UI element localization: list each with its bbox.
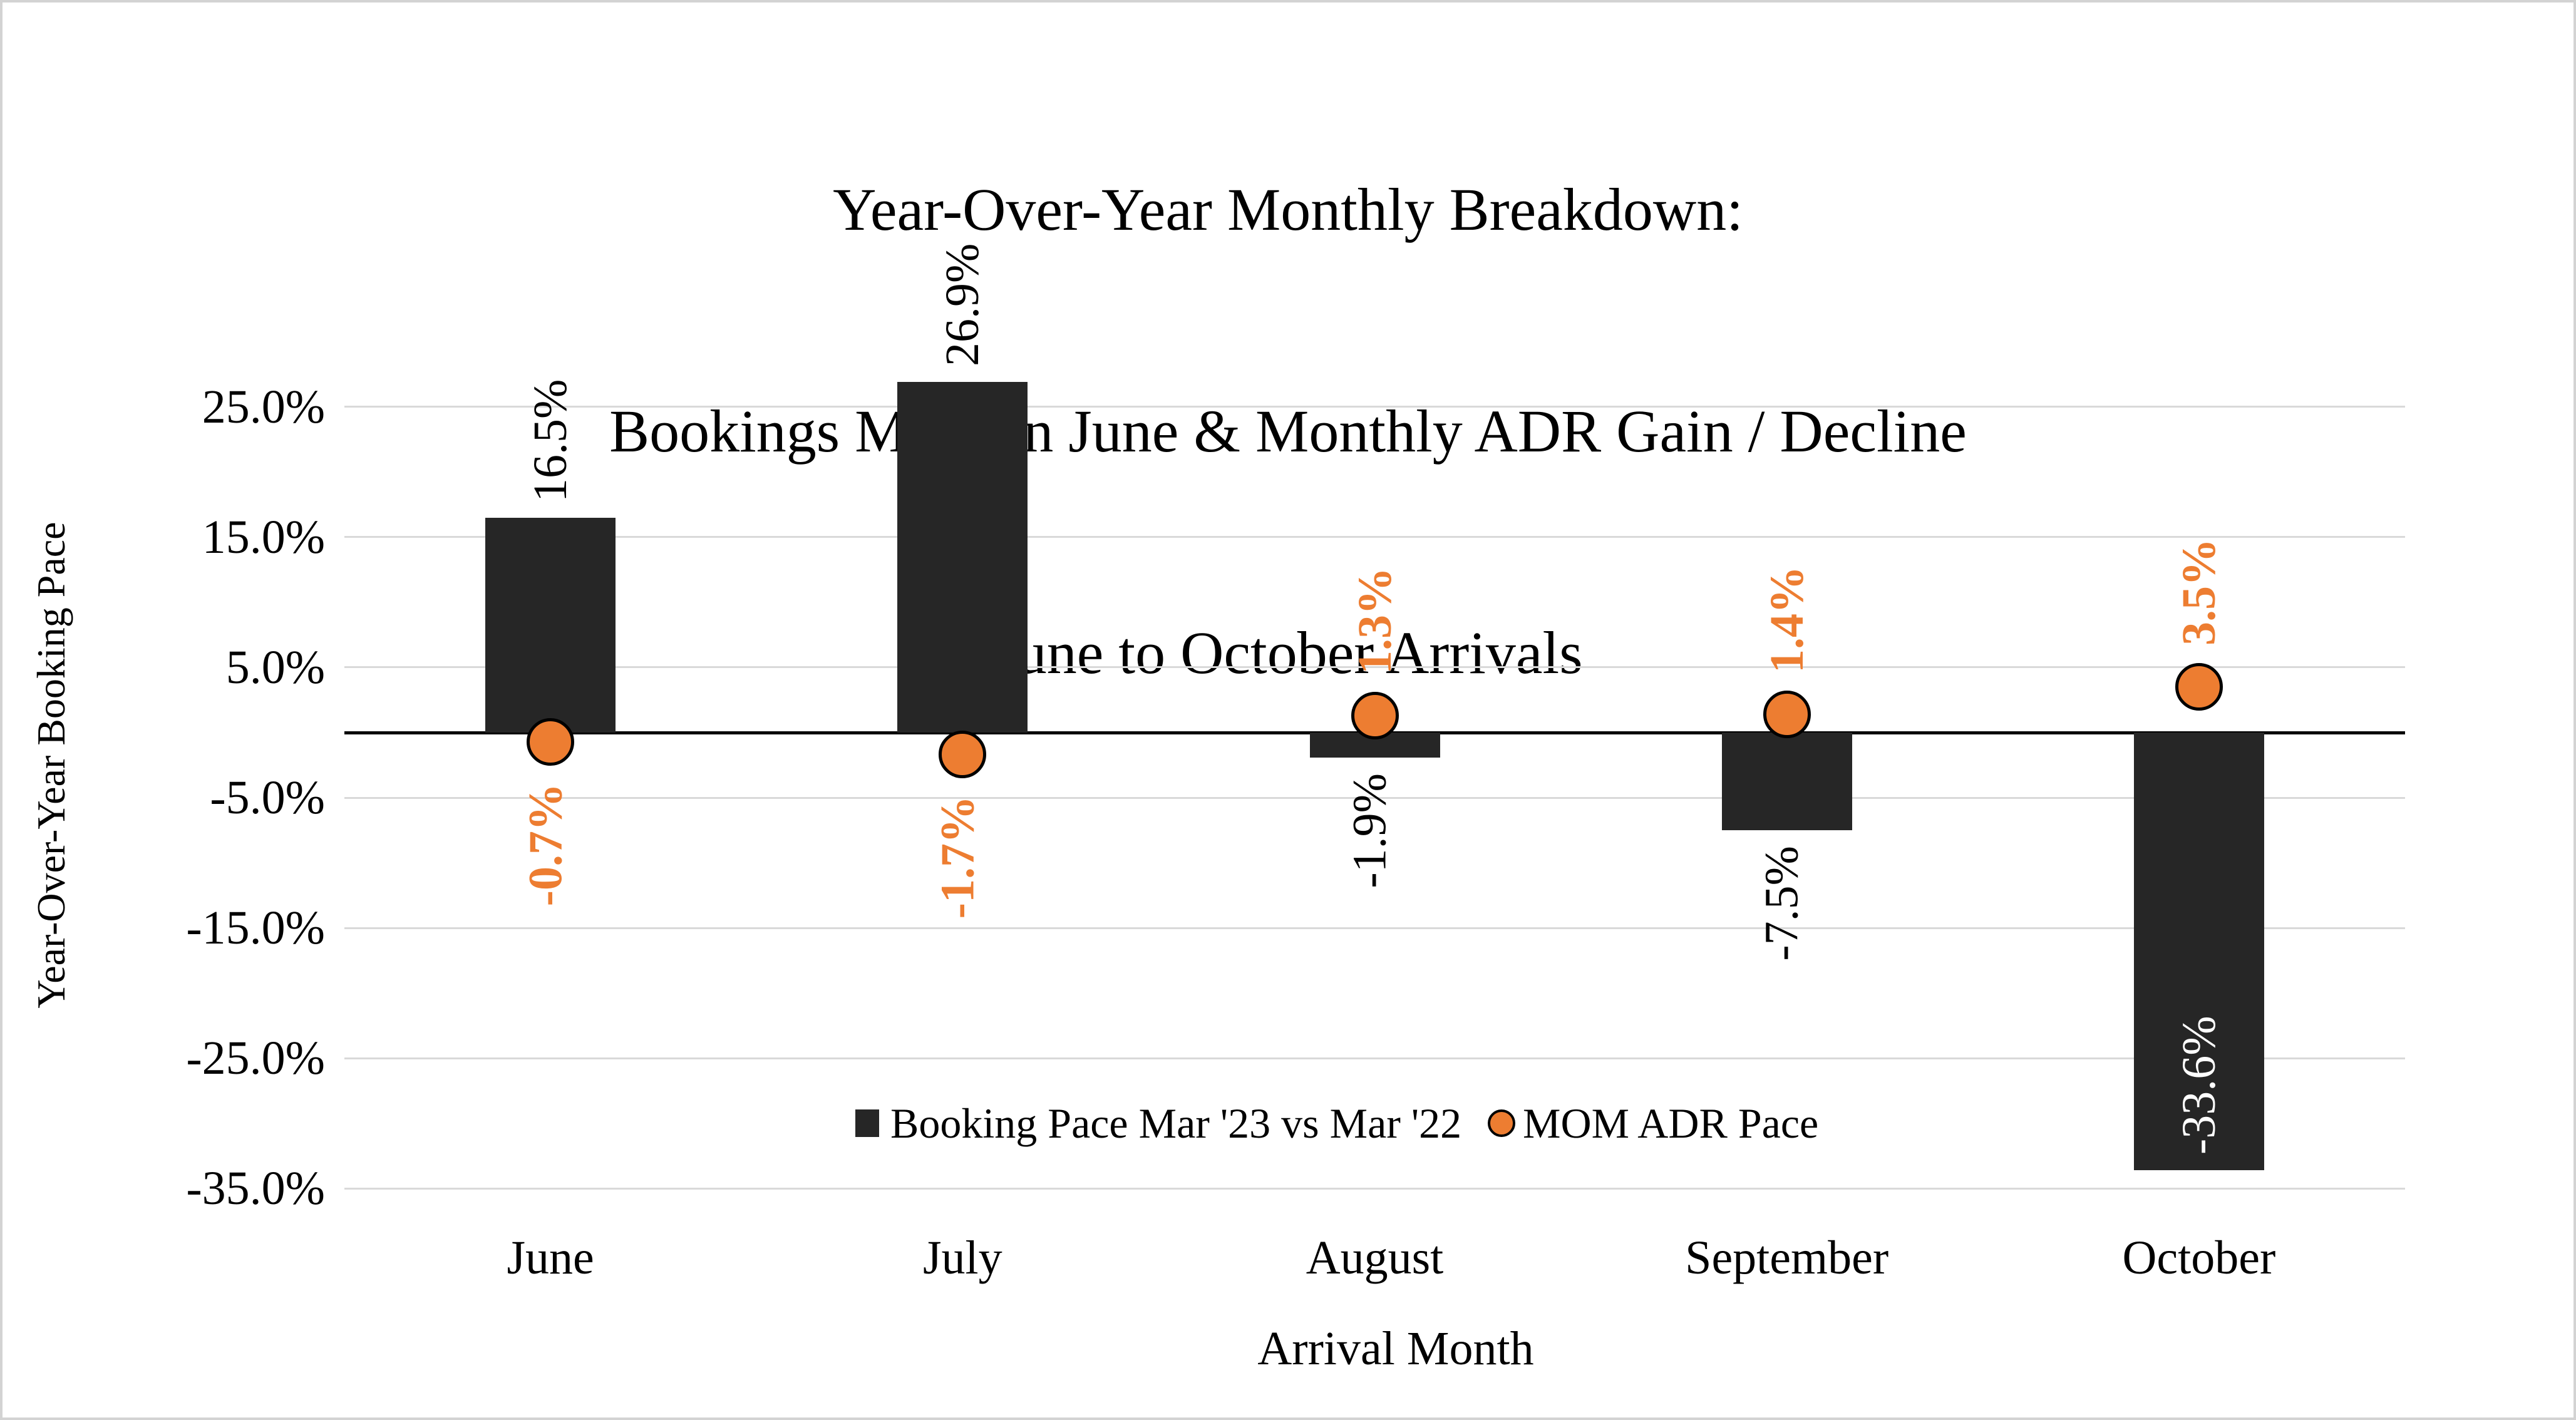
x-tick-label: July xyxy=(922,1232,1002,1284)
bar xyxy=(485,517,616,733)
chart-title-line1: Year-Over-Year Monthly Breakdown: xyxy=(833,176,1743,243)
legend-dot-swatch-icon xyxy=(1488,1109,1515,1137)
adr-dot xyxy=(1763,690,1811,738)
x-tick-label: September xyxy=(1685,1232,1889,1284)
bar-value-label: 26.9% xyxy=(936,243,989,367)
y-tick-label: -15.0% xyxy=(186,902,325,955)
adr-value-label: -1.7% xyxy=(931,796,984,919)
y-tick-label: -25.0% xyxy=(186,1032,325,1085)
adr-value-label: 1.4% xyxy=(1760,565,1813,673)
y-tick-label: -5.0% xyxy=(210,771,325,825)
gridline xyxy=(344,1057,2405,1059)
gridline xyxy=(344,927,2405,929)
gridline xyxy=(344,666,2405,669)
bar-value-label: 16.5% xyxy=(524,379,577,502)
x-tick-label: August xyxy=(1306,1232,1444,1284)
x-tick-label: October xyxy=(2122,1232,2276,1284)
adr-dot xyxy=(2175,663,2223,711)
x-tick-label: June xyxy=(507,1232,594,1284)
gridline xyxy=(344,1187,2405,1190)
bar xyxy=(897,382,1028,733)
bar-value-label: -1.9% xyxy=(1343,773,1396,888)
adr-dot xyxy=(527,718,575,766)
legend-bar-swatch-icon xyxy=(855,1109,879,1137)
bar-value-label: -7.5% xyxy=(1755,846,1808,961)
adr-value-label: 1.3% xyxy=(1348,567,1401,674)
y-tick-label: 25.0% xyxy=(202,380,325,433)
y-axis-title: Year-Over-Year Booking Pace xyxy=(29,522,73,1009)
legend-bar-label: Booking Pace Mar '23 vs Mar '22 xyxy=(890,1099,1462,1147)
y-tick-label: 15.0% xyxy=(202,510,325,563)
y-tick-label: 5.0% xyxy=(225,641,325,694)
legend-dot-label: MOM ADR Pace xyxy=(1523,1099,1819,1147)
gridline xyxy=(344,536,2405,538)
bar-value-label: -33.6% xyxy=(2172,1016,2225,1155)
gridline xyxy=(344,406,2405,408)
adr-dot xyxy=(1351,691,1399,739)
y-tick-label: -35.0% xyxy=(186,1162,325,1215)
chart-title: Year-Over-Year Monthly Breakdown: Bookin… xyxy=(3,25,2573,838)
bar xyxy=(1721,733,1852,831)
x-axis-title: Arrival Month xyxy=(1257,1322,1534,1375)
bar xyxy=(2133,733,2264,1171)
gridline xyxy=(344,796,2405,799)
adr-value-label: 3.5% xyxy=(2172,538,2225,646)
adr-value-label: -0.7% xyxy=(519,783,572,906)
adr-dot xyxy=(939,731,987,779)
